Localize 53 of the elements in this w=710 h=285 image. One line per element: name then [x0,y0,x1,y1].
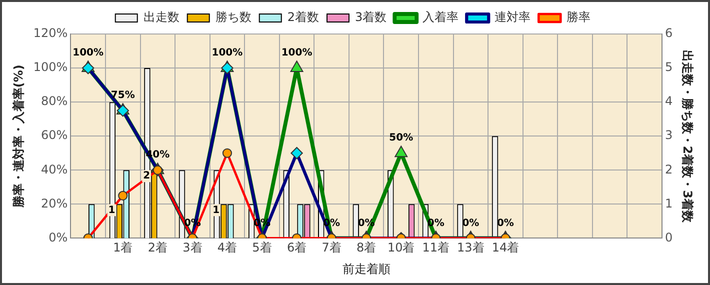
y2-tick-label: 5 [664,60,673,74]
y-tick-label: 20% [41,196,68,210]
y-tick-label: 60% [41,128,68,142]
x-tick-label: 7着 [322,240,342,255]
data-label: 0% [496,218,514,229]
data-label: 50% [389,132,414,144]
y2-tick-label: 6 [664,26,673,40]
x-tick-label: 2着 [148,240,168,255]
x-tick-label: 3着 [182,240,202,255]
x-axis-title: 前走着順 [342,262,390,276]
x-tick-label: 1着 [113,240,133,255]
y-tick-label: 80% [41,94,68,108]
data-label: 1 [108,204,116,216]
x-tick-label: 5着 [252,240,272,255]
y2-tick-label: 0 [664,230,673,244]
x-tick-label: 13着 [457,240,484,255]
legend-label: 入着率 [422,10,459,24]
y2-axis-title: 出走数・勝ち数・2着数・3着数 [680,50,695,224]
y-axis-title: 勝率・連対率・入着率(%) [11,64,26,209]
x-tick-label: 14着 [492,240,520,255]
point [118,190,128,200]
legend-label: 連対率 [494,10,531,24]
x-tick-label: 10着 [387,240,415,255]
legend-label: 2着数 [287,10,320,24]
data-label: 1 [212,204,220,216]
data-label: 100% [212,48,243,59]
y-tick-label: 120% [33,26,68,40]
y2-tick-label: 2 [664,162,673,176]
y2-tick-label: 1 [664,196,673,210]
legend-label: 3着数 [355,10,387,24]
data-label: 0% [184,218,201,229]
y2-tick-label: 4 [664,94,673,108]
point [222,148,232,158]
legend-label: 出走数 [143,10,180,24]
data-label: 0% [462,218,480,229]
data-label: 2 [143,170,150,182]
data-label: 0% [254,218,270,229]
point [394,146,408,158]
data-label: 100% [281,48,312,59]
x-tick-label: 8着 [356,240,376,255]
y-tick-label: 0% [48,230,68,244]
data-label: 100% [72,48,104,59]
point [221,62,234,74]
point [290,147,303,160]
legend-label: 勝率 [566,10,591,24]
point [82,62,94,74]
y-tick-label: 40% [41,162,68,176]
x-tick-label: 11着 [422,240,450,255]
x-tick-label: 6着 [286,240,307,255]
legend-label: 勝ち数 [215,10,252,24]
x-tick-label: 4着 [217,240,238,255]
y2-tick-label: 3 [664,128,673,142]
y-tick-label: 100% [33,60,68,74]
